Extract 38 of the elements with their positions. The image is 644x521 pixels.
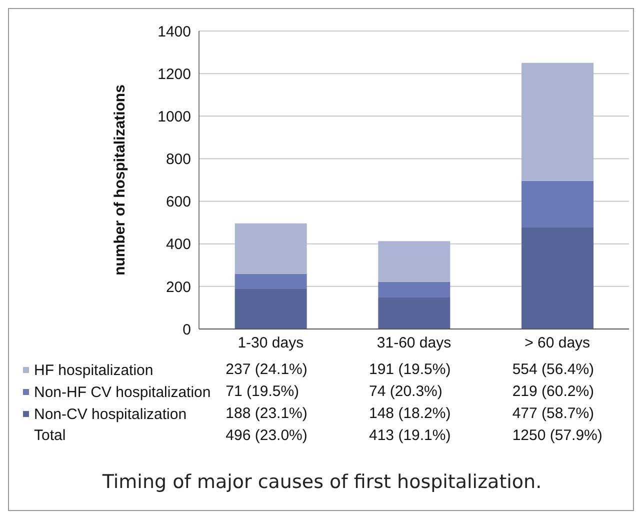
text: 496 (23.0%) <box>226 426 308 446</box>
data-label: 71 (19.5%) <box>226 382 300 402</box>
data-label: 477 (58.7%) <box>512 404 594 424</box>
data-label: 74 (20.3%) <box>369 382 442 402</box>
y-tick-label: 800 <box>166 151 191 168</box>
bar <box>378 282 450 298</box>
bar <box>234 223 307 274</box>
legend-label: Non-HF CV hospitalization <box>34 384 211 400</box>
x-tick-label: > 60 days <box>524 334 590 352</box>
x-tick-label: 1-30 days <box>238 334 304 352</box>
bar <box>522 62 594 181</box>
bar <box>234 288 307 329</box>
legend-label: Non-CV hospitalization <box>34 406 187 422</box>
text: 1250 (57.9%) <box>512 426 602 446</box>
bar <box>522 180 594 228</box>
data-label: 554 (56.4%) <box>512 360 594 380</box>
text: Timing of major causes of first hospitalization. <box>101 471 543 493</box>
data-label: 191 (19.5%) <box>369 360 451 380</box>
bar <box>234 274 307 289</box>
y-axis-title: number of hospitalizations <box>111 84 128 276</box>
bar <box>522 227 594 329</box>
y-tick-label: 1400 <box>158 23 191 40</box>
text: Total <box>34 426 66 446</box>
data-label: 237 (24.1%) <box>226 360 308 380</box>
text: 413 (19.1%) <box>369 426 451 446</box>
y-tick-label: 1200 <box>158 66 191 83</box>
y-tick-label: 1000 <box>158 108 191 126</box>
y-tick-label: 600 <box>166 194 191 211</box>
y-tick-label: 200 <box>166 278 191 296</box>
bar <box>378 241 450 282</box>
bar <box>378 297 450 329</box>
data-label: 219 (60.2%) <box>512 382 594 402</box>
x-tick-label: 31-60 days <box>376 334 452 352</box>
data-label: 148 (18.2%) <box>369 404 451 424</box>
y-tick-label: 400 <box>166 236 191 254</box>
legend-label: HF hospitalization <box>34 362 154 378</box>
y-tick-label: 0 <box>182 321 191 338</box>
data-label: 188 (23.1%) <box>226 404 308 424</box>
